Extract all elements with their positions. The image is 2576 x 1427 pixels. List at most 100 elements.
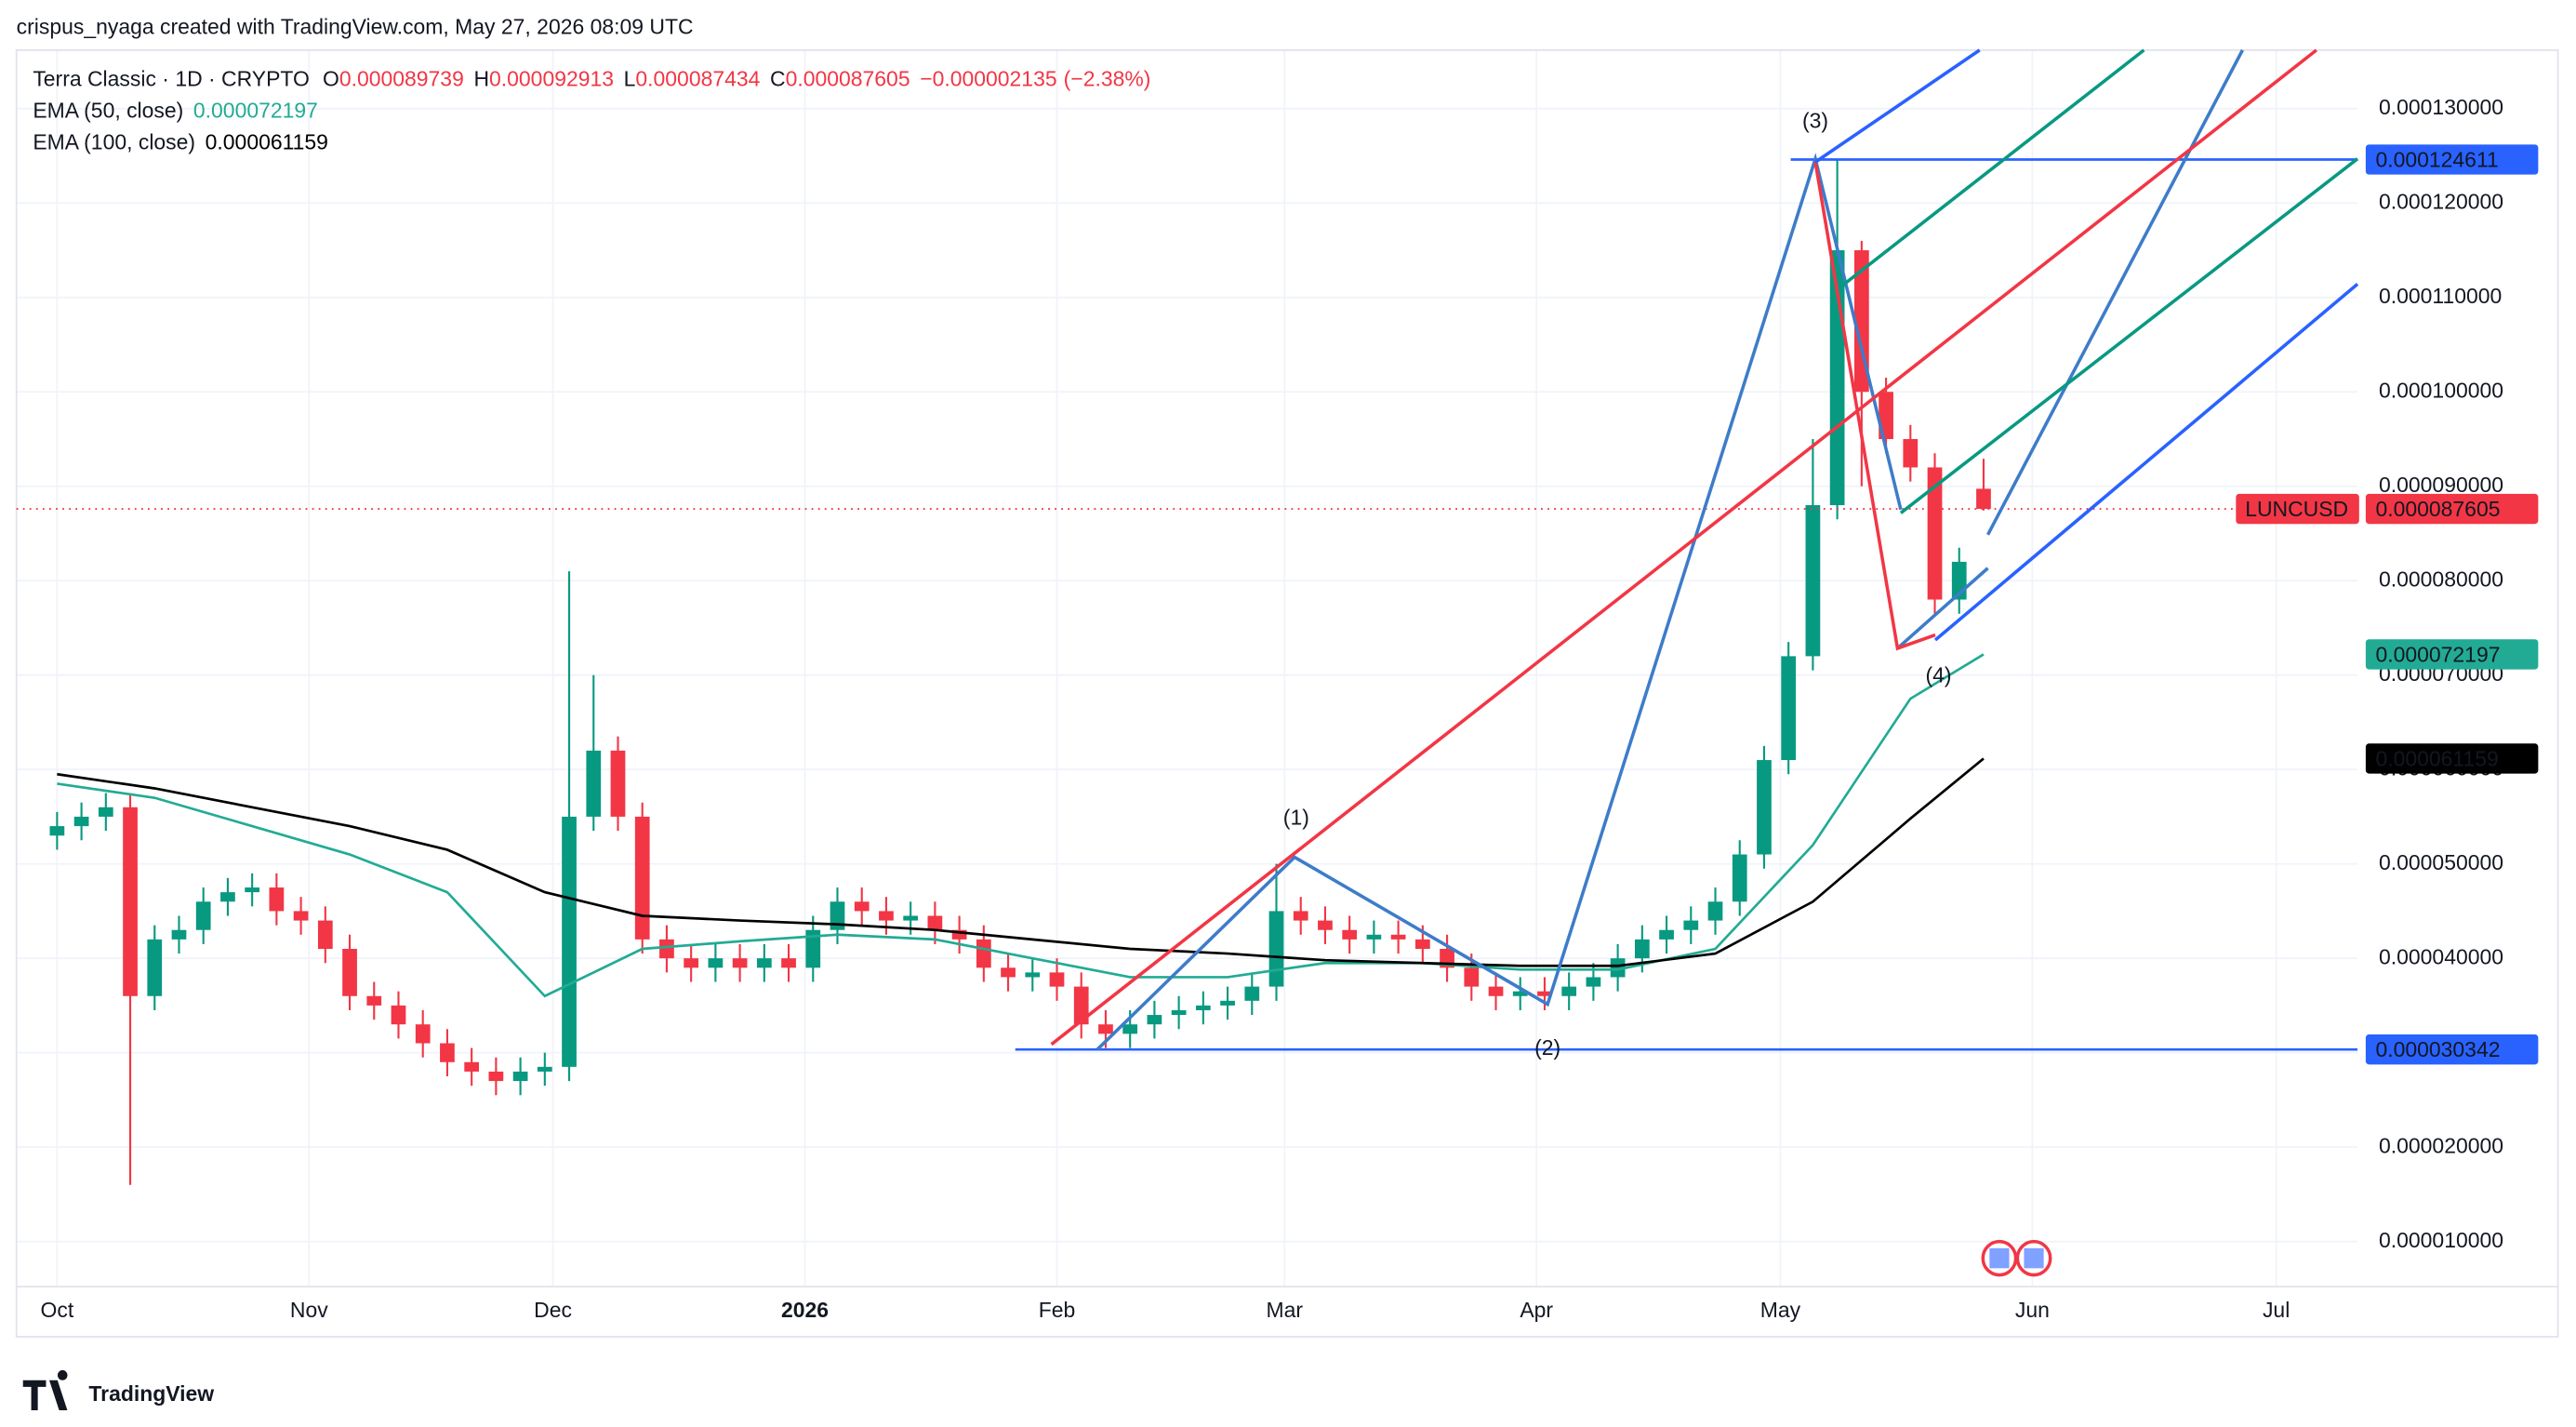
wave-label: (4): [1926, 662, 1952, 687]
pitchfork-upper: [1814, 48, 1981, 164]
level-label: 0.000030342: [2375, 1037, 2500, 1061]
candle-body: [1610, 958, 1626, 978]
candle-body: [1781, 656, 1797, 761]
level-label: 0.000124611: [2375, 147, 2498, 171]
x-tick-label: Jun: [2015, 1298, 2050, 1322]
candle-body: [1464, 967, 1480, 987]
y-tick-label: 0.000090000: [2379, 473, 2503, 497]
event-icon: [2024, 1247, 2044, 1269]
candle-body: [1586, 977, 1601, 987]
chart-frame: [15, 48, 2559, 1338]
symbol-legend: Terra Classic · 1D · CRYPTO O0.000089739 H…: [33, 66, 1150, 90]
y-tick-label: 0.000040000: [2379, 944, 2503, 968]
y-tick-label: 0.000010000: [2379, 1228, 2503, 1252]
candle-body: [1147, 1015, 1162, 1025]
symbol-label: LUNCUSD: [2245, 497, 2348, 521]
candle-body: [317, 920, 333, 950]
candle-body: [879, 911, 894, 921]
pitchfork-inner: [1839, 48, 2145, 289]
wave-label: (1): [1283, 805, 1309, 829]
candle-body: [1512, 991, 1528, 996]
pitchfork-inner: [1899, 157, 2359, 514]
candle-body: [634, 816, 650, 940]
x-tick-label: Dec: [534, 1298, 572, 1322]
ema-name: EMA (50, close): [33, 98, 183, 122]
ema-value: 0.000072197: [193, 98, 318, 122]
x-tick-label: Jul: [2263, 1298, 2290, 1322]
candle-body: [1122, 1024, 1138, 1034]
y-tick-label: 0.000080000: [2379, 567, 2503, 591]
candle-body: [1757, 760, 1772, 855]
pitchfork-median: [1050, 48, 2317, 1047]
change-percent: (−2.38%): [1064, 66, 1151, 90]
candle-body: [512, 1071, 528, 1082]
candle-body: [805, 929, 821, 968]
candle-body: [1268, 911, 1284, 987]
change: −0.000002135: [920, 66, 1056, 90]
x-tick-label: May: [1760, 1298, 1801, 1322]
wave-line: [1095, 153, 1903, 1051]
candle-body: [1244, 986, 1260, 1001]
candle-body: [903, 915, 919, 921]
candle-body: [293, 911, 309, 921]
candle-body: [610, 750, 626, 817]
candle-body: [1366, 934, 1382, 940]
candle-body: [171, 929, 187, 940]
y-tick-label: 0.000100000: [2379, 378, 2503, 402]
level-label-bg: [2365, 1034, 2539, 1065]
candle-body: [1073, 986, 1089, 1025]
ema-line: [57, 757, 1985, 967]
ema-axis-label-bg: [2365, 743, 2539, 774]
candle-body: [1001, 967, 1016, 978]
y-tick-label: 0.000050000: [2379, 850, 2503, 874]
candle-body: [195, 901, 211, 930]
candle-body: [1025, 972, 1041, 978]
candle-body: [732, 958, 748, 968]
x-tick-label: Mar: [1266, 1298, 1303, 1322]
ema-axis-label: 0.000072197: [2375, 642, 2500, 666]
candle-body: [708, 958, 724, 968]
candle-body: [1390, 934, 1406, 940]
ohlc-value: 0.000092913: [489, 66, 614, 90]
last-price-label: 0.000087605: [2375, 497, 2500, 521]
candle-body: [1488, 986, 1504, 996]
event-icon: [1989, 1247, 2010, 1269]
candle-body: [951, 929, 967, 940]
symbol: Terra Classic · 1D · CRYPTO: [33, 66, 310, 90]
candle-body: [464, 1061, 480, 1072]
level-label-bg: [2365, 144, 2539, 175]
candle-body: [1220, 1000, 1235, 1006]
ohlc-value: 0.000087605: [786, 66, 910, 90]
x-tick-label: 2026: [781, 1298, 829, 1322]
candle-body: [976, 939, 991, 968]
grid: [16, 49, 2358, 1287]
attribution: crispus_nyaga created with TradingView.c…: [17, 15, 694, 39]
pitchfork-lower: [1933, 282, 2359, 642]
ema-value: 0.000061159: [206, 129, 328, 153]
candle-body: [1049, 972, 1065, 987]
candle-body: [830, 901, 845, 930]
candle-body: [1293, 911, 1308, 921]
candle-body: [123, 807, 138, 996]
candle-body: [927, 915, 943, 930]
candle-body: [537, 1066, 552, 1072]
wave-label: (2): [1534, 1035, 1560, 1060]
ema-legend: EMA (100, close) 0.000061159: [33, 129, 328, 153]
candle-body: [781, 958, 796, 968]
candle-body: [1414, 939, 1430, 950]
x-tick-label: Feb: [1039, 1298, 1076, 1322]
candle-body: [1976, 488, 1991, 510]
candle-body: [1853, 250, 1869, 393]
brand: TradingView: [22, 1369, 215, 1411]
ohlc-label: L: [624, 66, 636, 90]
candle-body: [1707, 901, 1723, 921]
overlay: 0.0000100000.0000200000.0000300000.00004…: [41, 95, 2539, 1322]
event-icons: [1981, 1239, 2052, 1277]
drawings: [1050, 48, 2359, 1051]
candle-body: [440, 1043, 455, 1062]
ohlc-value: 0.000087434: [635, 66, 760, 90]
y-tick-label: 0.000020000: [2379, 1133, 2503, 1157]
